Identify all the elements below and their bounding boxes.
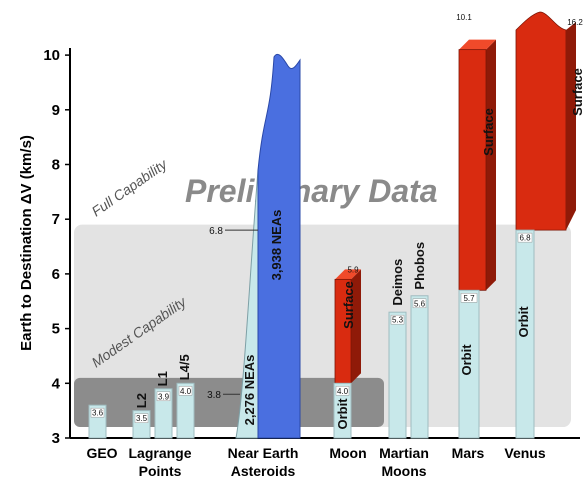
y-tick-label: 4 (52, 375, 61, 392)
bar-deimos (388, 311, 407, 439)
y-tick-label: 8 (52, 157, 60, 174)
bar-label-mars-orbit: Orbit (459, 344, 474, 376)
y-axis-label: Earth to Destination ΔV (km/s) (18, 135, 35, 351)
category-label-geo: GEO (86, 445, 117, 461)
bar-venus-surface-side (566, 22, 576, 231)
bar-label-moon-orbit: Orbit (335, 398, 350, 430)
bar-venus-orbit (515, 229, 535, 439)
full-capability-label: Full Capability (89, 155, 171, 219)
bar-moon-surface-side (351, 269, 361, 384)
preliminary-data-watermark: Preliminary Data (185, 173, 438, 209)
nea-upper-region (257, 53, 301, 439)
bar-moon-orbit-value-label: 4.0 (337, 387, 349, 396)
bar-mars-orbit-value-label: 5.7 (463, 294, 475, 303)
bar-phobos (410, 295, 429, 439)
bar-mars-orbit-value-box (460, 293, 478, 303)
bar-phobos-value-box (412, 298, 427, 309)
bar-l1 (154, 388, 173, 439)
bar-deimos-value-box (390, 314, 405, 325)
category-label-lagrange-line2: Points (139, 463, 182, 479)
y-tick-label: 9 (52, 102, 60, 119)
bar-moon-orbit-value-box (335, 386, 350, 396)
nea-upper-label: 3,938 NEAs (269, 210, 284, 281)
bar-l2-value-box (134, 413, 149, 423)
bar-label-venus-surface: Surface (570, 68, 585, 116)
modest-capability-band (74, 377, 384, 428)
category-label-moon: Moon (329, 445, 366, 461)
bar-mars-surface-side (486, 39, 496, 291)
bar-label-l1: L1 (155, 371, 170, 386)
bar-venus-surface-value-label: 16.2 (567, 18, 583, 27)
bar-label-moon-surface: Surface (341, 281, 356, 329)
category-label-venus: Venus (504, 445, 545, 461)
bar-venus-surface (515, 11, 567, 231)
bar-mars-surface-top (459, 39, 496, 50)
bar-venus-orbit-value-label: 6.8 (519, 234, 531, 243)
bar-geo-value-label: 3.6 (92, 409, 104, 418)
nea-lower-label: 2,276 NEAs (242, 355, 257, 426)
category-label-martian-moons-line2: Moons (381, 463, 426, 479)
bar-label-phobos: Phobos (412, 242, 427, 290)
bar-l1-value-box (156, 391, 171, 402)
category-label-lagrange: Lagrange (128, 445, 191, 461)
category-label-nea: Near Earth (228, 445, 299, 461)
nea-upper-value: 6.8 (209, 226, 223, 237)
y-tick-label: 10 (43, 47, 60, 64)
category-label-nea-line2: Asteroids (231, 463, 296, 479)
bar-geo-value-box (90, 407, 105, 418)
bar-phobos-value-label: 5.6 (414, 299, 426, 308)
bar-moon-surface-value-label: 5.9 (347, 265, 359, 274)
bar-mars-orbit (458, 289, 480, 439)
y-tick-label: 6 (52, 266, 60, 283)
bar-label-l45: L4/5 (177, 354, 192, 380)
bar-l2-value-label: 3.5 (136, 414, 148, 423)
category-label-martian-moons: Martian (379, 445, 429, 461)
bar-venus-orbit-value-box (517, 232, 533, 243)
bar-label-mars-surface: Surface (481, 108, 496, 156)
full-capability-band (74, 224, 571, 428)
y-tick-label: 5 (52, 321, 60, 338)
bar-mars-surface (458, 49, 487, 291)
bar-moon-surface-top (335, 269, 361, 280)
bar-label-venus-orbit: Orbit (516, 306, 531, 338)
bar-deimos-value-label: 5.3 (392, 316, 404, 325)
bar-label-deimos: Deimos (390, 259, 405, 306)
bar-l45 (176, 382, 195, 439)
nea-lower-region (235, 170, 259, 439)
y-tick-label: 3 (52, 430, 60, 447)
category-label-mars: Mars (452, 445, 485, 461)
bar-mars-surface-value-label: 10.1 (456, 13, 472, 22)
bar-label-l2: L2 (134, 393, 149, 408)
nea-lower-value: 3.8 (207, 390, 221, 401)
bar-l1-value-label: 3.9 (158, 392, 170, 401)
bar-moon-orbit (333, 382, 352, 439)
y-tick-label: 7 (52, 211, 60, 228)
bar-l45-value-label: 4.0 (180, 387, 192, 396)
bar-l45-value-box (178, 386, 193, 396)
